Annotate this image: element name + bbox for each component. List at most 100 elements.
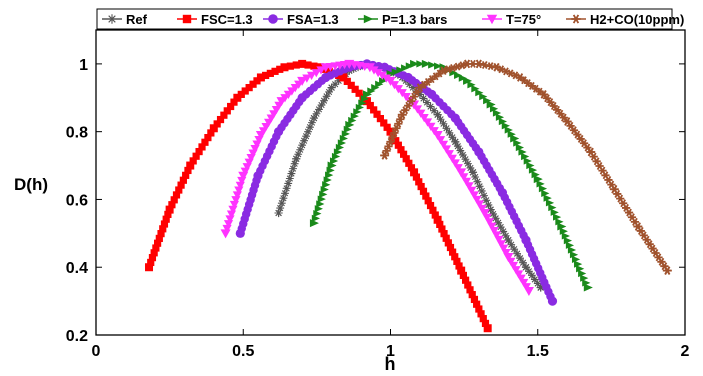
- x-tick-label: 0: [92, 343, 101, 360]
- series-marker: [419, 94, 428, 103]
- series-marker: [507, 130, 516, 138]
- data-point: [547, 296, 558, 306]
- data-point: [362, 90, 372, 99]
- series-marker: [510, 245, 519, 254]
- series-marker: [431, 211, 439, 219]
- series-marker: [226, 210, 237, 219]
- series-marker: [514, 270, 524, 279]
- series-marker: [377, 71, 387, 81]
- x-tick-label: 2: [681, 343, 690, 360]
- series-marker: [627, 213, 637, 222]
- series-marker: [616, 194, 625, 203]
- series-marker: [162, 215, 170, 223]
- series-marker: [285, 174, 294, 183]
- series-marker: [182, 171, 190, 179]
- y-tick-label: 0.2: [66, 328, 88, 345]
- series-marker: [316, 66, 326, 75]
- series-marker: [489, 227, 499, 236]
- series-marker: [276, 204, 285, 212]
- series-marker: [298, 141, 307, 150]
- series-marker: [496, 240, 506, 249]
- series-marker: [281, 189, 289, 198]
- series-marker: [595, 161, 604, 170]
- series-marker: [271, 67, 279, 75]
- data-point: [403, 72, 413, 83]
- series-marker: [455, 262, 463, 270]
- data-point: [327, 83, 336, 92]
- series-marker: [440, 230, 448, 238]
- series-marker: [525, 267, 533, 276]
- series-marker: [553, 105, 562, 114]
- series-marker: [320, 96, 328, 105]
- series-marker: [312, 109, 321, 118]
- data-point: [462, 59, 472, 69]
- series-marker: [426, 122, 436, 131]
- series-marker: [195, 147, 203, 156]
- data-point: [280, 63, 289, 72]
- series-marker: [355, 89, 363, 97]
- series-marker: [160, 220, 169, 228]
- series-marker: [441, 145, 452, 154]
- series-marker: [417, 182, 425, 191]
- series-marker: [405, 159, 413, 167]
- y-tick-label: 0.6: [66, 192, 88, 209]
- series-marker: [527, 271, 536, 280]
- series-marker: [294, 150, 303, 159]
- data-point: [486, 100, 496, 109]
- data-point: [521, 235, 531, 245]
- data-point: [410, 59, 420, 68]
- series-marker: [401, 64, 410, 72]
- series-marker: [306, 123, 314, 132]
- legend-marker: [363, 14, 374, 24]
- series-marker: [423, 98, 431, 107]
- series-marker: [287, 169, 296, 178]
- series-marker: [453, 164, 463, 173]
- data-point: [297, 93, 307, 103]
- legend-label: H2+CO(10ppm): [590, 12, 684, 27]
- series-marker: [230, 98, 238, 106]
- series-marker: [380, 119, 388, 127]
- series-marker: [598, 166, 607, 175]
- series-marker: [548, 203, 557, 212]
- series-marker: [507, 240, 516, 249]
- series-marker: [495, 113, 505, 121]
- series-marker: [289, 164, 297, 173]
- series-marker: [504, 126, 513, 134]
- series-marker: [376, 114, 385, 123]
- series-marker: [453, 257, 461, 265]
- x-tick-label: 1: [386, 343, 395, 360]
- series-marker: [546, 98, 555, 107]
- series-marker: [528, 166, 538, 174]
- series-marker: [204, 133, 212, 142]
- series-marker: [523, 157, 532, 165]
- data-point: [309, 219, 319, 228]
- data-point: [427, 89, 437, 99]
- series-marker: [479, 315, 487, 323]
- series-marker: [516, 254, 524, 263]
- series-marker: [228, 205, 238, 214]
- series-marker: [471, 85, 480, 93]
- x-axis-label: h: [385, 354, 396, 374]
- legend-item: FSC=1.3: [177, 12, 253, 27]
- series-marker: [348, 116, 357, 125]
- data-point: [479, 209, 490, 218]
- series-marker: [466, 164, 475, 172]
- series-marker: [438, 140, 449, 149]
- data-point: [536, 283, 545, 292]
- series-marker: [408, 83, 417, 92]
- series-marker: [308, 118, 316, 127]
- series-marker: [392, 137, 400, 145]
- series-marker: [458, 61, 467, 70]
- data-point: [256, 73, 265, 82]
- data-point: [276, 97, 287, 107]
- series-marker: [177, 181, 185, 189]
- data-point: [255, 131, 266, 141]
- series-marker: [484, 201, 493, 209]
- data-point: [633, 222, 643, 231]
- series-marker: [619, 199, 628, 208]
- series-marker: [475, 305, 483, 313]
- series-marker: [451, 253, 459, 261]
- series-marker: [235, 181, 245, 190]
- series-marker: [536, 180, 545, 188]
- data-point: [327, 161, 337, 170]
